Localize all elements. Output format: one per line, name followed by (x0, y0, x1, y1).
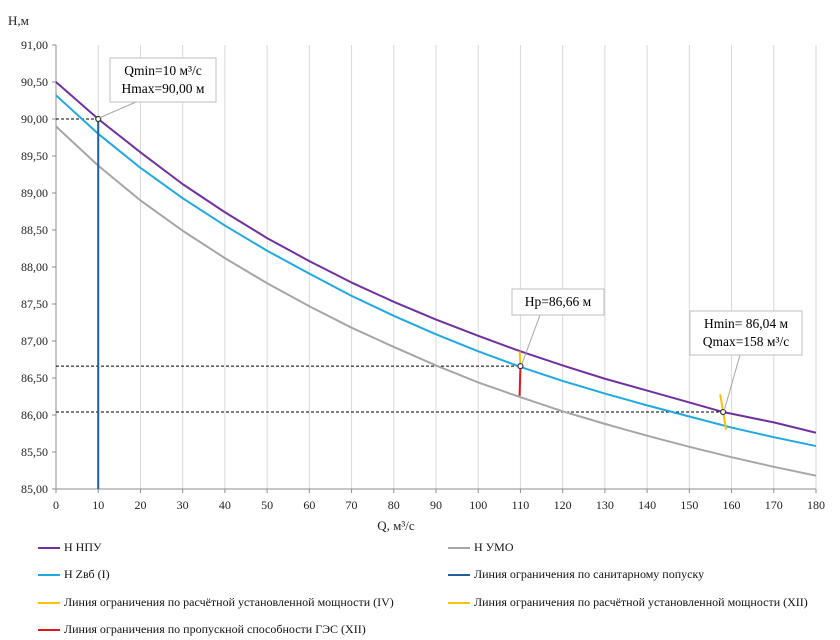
series-line-0 (55, 81, 817, 434)
legend-swatch (38, 601, 60, 604)
x-tick-label: 140 (638, 498, 656, 512)
legend-swatch (448, 546, 470, 549)
x-tick-label: 100 (469, 498, 487, 512)
legend-item-sanitary: Линия ограничения по санитарному попуску (448, 567, 704, 582)
x-tick-label: 60 (303, 498, 315, 512)
x-tick-label: 90 (430, 498, 442, 512)
annotation-leader (723, 354, 741, 412)
x-axis-title: Q, м³/с (377, 518, 415, 533)
annotation-text: Qmin=10 м³/с (124, 63, 202, 78)
annotation-leader (99, 101, 137, 119)
annotation-text: Hmax=90,00 м (122, 81, 205, 96)
legend-label: Линия ограничения по пропускной способно… (64, 622, 366, 636)
y-tick-label: 85,00 (21, 482, 48, 496)
x-tick-label: 10 (92, 498, 104, 512)
series-line-2 (55, 125, 817, 477)
annotation-leader (520, 314, 541, 366)
x-tick-label: 0 (53, 498, 59, 512)
y-tick-label: 90,00 (21, 112, 48, 126)
legend-label: Н Zвб (I) (64, 567, 110, 581)
annotation-text: Qmax=158 м³/с (703, 334, 790, 349)
annotation-text: Hp=86,66 м (525, 294, 592, 309)
y-tick-label: 90,50 (21, 75, 48, 89)
legend-swatch (38, 573, 60, 576)
x-tick-label: 170 (765, 498, 783, 512)
annotation-text: Hmin= 86,04 м (704, 316, 788, 331)
legend-item-power-iv: Линия ограничения по расчётной установле… (38, 595, 394, 610)
legend-item-capacity-xii: Линия ограничения по пропускной способно… (38, 622, 366, 637)
chart-svg: 85,00 85,50 86,00 86,50 87,00 87,50 88,00 88,50… (8, 13, 825, 533)
y-tick-label: 86,00 (21, 408, 48, 422)
legend-item-power-xii: Линия ограничения по расчётной установле… (448, 595, 808, 610)
x-tick-label: 70 (346, 498, 358, 512)
series-line-6 (518, 366, 522, 396)
x-tick-label: 30 (177, 498, 189, 512)
y-tick-label: 88,00 (21, 260, 48, 274)
annotation: Qmin=10 м³/с Hmax=90,00 м (99, 57, 217, 119)
annotation: Hmin= 86,04 м Qmax=158 м³/с (689, 310, 803, 412)
y-tick-label: 91,00 (21, 38, 48, 52)
legend-label: Линия ограничения по санитарному попуску (474, 567, 705, 581)
y-tick-label: 88,50 (21, 223, 48, 237)
x-tick-label: 50 (261, 498, 273, 512)
annotation-box (511, 288, 605, 316)
y-tick-label: 89,00 (21, 186, 48, 200)
legend-label: Н НПУ (64, 540, 102, 554)
legend-item-npu: Н НПУ (38, 540, 102, 555)
x-tick-label: 80 (388, 498, 400, 512)
x-tick-label: 150 (680, 498, 698, 512)
legend: Н НПУ Н УМО Н Zвб (I) Линия ограничения … (0, 537, 840, 640)
x-tick-label: 160 (723, 498, 741, 512)
y-tick-label: 87,50 (21, 297, 48, 311)
x-tick-label: 40 (219, 498, 231, 512)
x-tick-label: 120 (554, 498, 572, 512)
legend-item-umo: Н УМО (448, 540, 514, 555)
legend-label: Н УМО (474, 540, 514, 554)
y-tick-label: 86,50 (21, 371, 48, 385)
x-tick-label: 130 (596, 498, 614, 512)
legend-label: Линия ограничения по расчётной установле… (64, 595, 394, 609)
y-tick-label: 87,00 (21, 334, 48, 348)
legend-item-zvb: Н Zвб (I) (38, 567, 110, 582)
legend-swatch (38, 628, 60, 631)
y-tick-label: 85,50 (21, 445, 48, 459)
x-tick-label: 20 (134, 498, 146, 512)
legend-swatch (448, 601, 470, 604)
annotation-box (689, 310, 803, 356)
legend-label: Линия ограничения по расчётной установле… (474, 595, 808, 609)
legend-swatch (448, 573, 470, 576)
y-axis-title: Н,м (8, 13, 29, 28)
annotation: Hp=86,66 м (511, 288, 605, 366)
series-line-1 (55, 94, 817, 448)
x-tick-label: 180 (807, 498, 825, 512)
x-tick-label: 110 (512, 498, 530, 512)
data-point-marker (720, 408, 727, 416)
legend-swatch (38, 546, 60, 549)
annotation-box (109, 57, 217, 103)
y-tick-label: 89,50 (21, 149, 48, 163)
